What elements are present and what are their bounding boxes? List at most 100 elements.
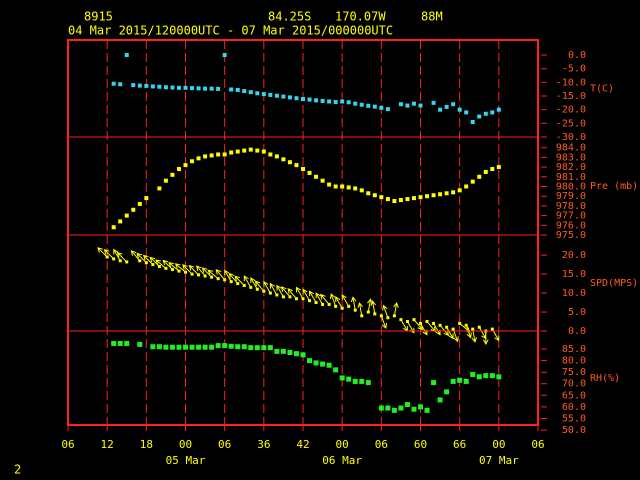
wind-arrow [224,269,232,282]
point [425,194,430,199]
point [151,263,155,267]
wind-arrow [254,280,265,292]
point [274,154,279,159]
wind-arrow [113,248,121,262]
point [320,98,325,103]
point [125,260,129,264]
point [399,318,403,322]
point [327,302,331,306]
point [274,93,279,98]
wind-arrow [335,296,343,309]
point [424,407,430,413]
point [255,91,260,96]
y-tick-label: -15.0 [556,91,586,102]
point [496,107,501,112]
point [307,358,313,364]
point [327,99,332,104]
point [209,86,214,91]
point [183,85,188,90]
point [287,160,292,165]
point [216,86,221,91]
point [386,316,390,320]
wind-arrow [234,275,245,286]
point [268,92,273,97]
point [203,274,207,278]
point [294,297,298,301]
point [156,344,162,350]
x-tick-label: 06 [531,438,544,451]
point [418,404,423,410]
point [470,119,475,124]
point [275,293,279,297]
point [359,102,364,107]
point [157,84,162,89]
point [314,98,319,103]
point [112,257,116,261]
point [248,345,254,351]
y-tick-label: 85.0 [562,344,586,355]
wind-arrow [174,263,186,273]
point [405,197,410,202]
point [138,259,142,263]
point [118,82,123,87]
x-tick-label: 06 [218,438,231,451]
point [483,373,489,379]
point [490,327,494,331]
point [183,344,188,350]
point [471,327,475,331]
point [131,83,136,88]
wind-arrow [446,326,454,340]
wind-arrow [295,286,304,299]
y-tick-label: 975.0 [556,230,586,241]
wind-arrow [309,290,317,303]
x-date-label: 07 Mar [479,454,519,467]
point [366,103,371,108]
point [398,102,403,107]
point [203,86,208,91]
wind-arrow [168,262,180,272]
wind-arrow [136,252,147,264]
y-tick-label: 80.0 [562,356,586,367]
y-tick-label: 10.0 [562,288,586,299]
y-tick-label: 980.0 [556,181,586,192]
point [320,178,325,183]
point [320,361,326,367]
y-tick-label: 65.0 [562,390,586,401]
x-date-label: 06 Mar [322,454,362,467]
wind-arrow [320,293,330,305]
point [457,188,462,193]
point [117,340,123,346]
y-tick-label: 981.0 [556,172,586,183]
point [346,376,352,382]
point [463,378,469,384]
point [326,362,332,368]
point [432,321,436,325]
point [365,380,371,386]
point [255,148,260,153]
point [431,100,436,105]
point [274,348,280,354]
y-tick-label: 70.0 [562,379,586,390]
wind-arrow [280,286,291,298]
x-date-label: 05 Mar [166,454,206,467]
point [483,169,488,174]
wind-arrow [188,264,199,276]
wind-arrow [341,294,350,307]
point [144,261,148,265]
point [137,341,143,347]
point [359,188,364,193]
point [197,273,201,277]
point [477,325,481,329]
point [334,304,338,308]
point [280,348,286,354]
point [294,96,299,101]
point [196,156,201,161]
point [333,367,339,373]
point [313,360,319,366]
point [418,195,423,200]
point [458,321,462,325]
wind-arrow [350,296,357,311]
point [262,289,266,293]
point [353,101,358,106]
point [360,314,364,318]
